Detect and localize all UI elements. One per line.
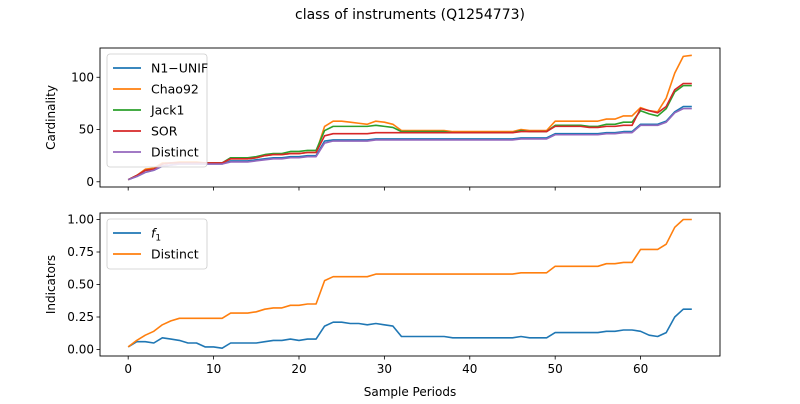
- bottom-xtick-label-0: 0: [124, 362, 132, 376]
- top-legend-label-0: N1−UNIF: [151, 61, 208, 76]
- top-ytick-label-2: 100: [71, 70, 94, 84]
- top-series-line-3: [127, 82, 692, 181]
- top-ytick-label-1: 50: [79, 123, 94, 137]
- top-legend-label-4: Distinct: [151, 145, 199, 160]
- bottom-xtick-label-6: 60: [633, 362, 648, 376]
- top-legend-label-3: SOR: [151, 124, 178, 139]
- bottom-xtick-label-5: 50: [548, 362, 563, 376]
- bottom-xtick-label-2: 20: [291, 362, 306, 376]
- top-axes-frame: [99, 47, 721, 188]
- top-legend-label-2: Jack1: [150, 103, 184, 118]
- bottom-ytick-label-3: 0.75: [67, 245, 94, 259]
- top-ylabel: Cardinality: [44, 85, 58, 150]
- bottom-legend-box: [106, 218, 208, 270]
- bottom-series-line-1: [127, 218, 692, 348]
- bottom-series-line-0: [127, 308, 692, 350]
- bottom-xtick-label-1: 10: [206, 362, 221, 376]
- figure-title: class of instruments (Q1254773): [295, 7, 525, 23]
- bottom-legend-label-0: f1: [151, 226, 161, 244]
- bottom-xtick-label-4: 40: [462, 362, 477, 376]
- bottom-ytick-label-2: 0.50: [67, 278, 94, 292]
- top-ytick-label-0: 0: [86, 175, 94, 189]
- bottom-legend: f1 Distinct: [106, 218, 208, 270]
- bottom-ytick-label-1: 0.25: [67, 310, 94, 324]
- bottom-ytick-label-0: 0.00: [67, 343, 94, 357]
- top-series-line-1: [127, 54, 692, 181]
- top-axes: 0 50 100 Cardinality N1−UNIF Chao92 Jack1 SOR Di…: [44, 47, 721, 191]
- top-legend-box: [106, 53, 208, 168]
- bottom-xtick-label-3: 30: [377, 362, 392, 376]
- bottom-xlabel: Sample Periods: [364, 385, 456, 399]
- top-series-line-4: [127, 107, 692, 181]
- bottom-axes: 0 10 20 30 40 50 60 0.00 0.25 0.50 0.75 1.00 Indicat…: [44, 213, 721, 399]
- top-legend-label-1: Chao92: [151, 82, 199, 97]
- top-legend: N1−UNIF Chao92 Jack1 SOR Distinct: [106, 53, 208, 168]
- bottom-ytick-label-4: 1.00: [67, 213, 94, 227]
- bottom-legend-label-1: Distinct: [151, 247, 199, 262]
- top-series-line-0: [127, 105, 692, 181]
- bottom-ylabel: Indicators: [44, 255, 58, 314]
